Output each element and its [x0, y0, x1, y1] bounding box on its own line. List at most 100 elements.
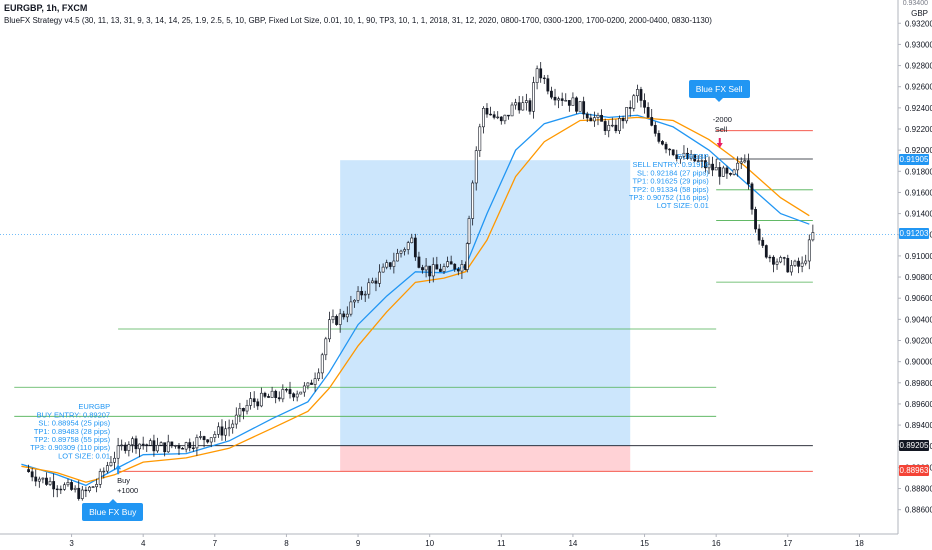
candle: [206, 439, 210, 444]
candle-body: [410, 237, 414, 243]
candle: [227, 419, 231, 437]
candle: [285, 387, 288, 393]
candle: [249, 392, 253, 410]
candle-body: [711, 163, 714, 171]
candle: [138, 443, 141, 458]
candle-body: [238, 407, 242, 416]
candle-body: [335, 316, 338, 325]
candle: [335, 314, 338, 326]
y-tick-label: 0.91400: [905, 210, 932, 219]
candle: [474, 146, 478, 191]
candle-body: [302, 385, 306, 393]
candle: [567, 100, 571, 112]
candle: [775, 258, 779, 270]
candle-body: [95, 484, 99, 488]
candle-body: [453, 263, 457, 270]
candle-body: [392, 260, 396, 267]
blue-fx-sell-callout[interactable]: Blue FX Sell: [688, 80, 750, 103]
candle: [517, 95, 521, 114]
candle: [259, 387, 263, 408]
profit-zone: [340, 160, 631, 446]
price-tag: 0.91905: [899, 154, 929, 166]
candle: [356, 286, 360, 304]
x-tick-label: 18: [855, 539, 864, 548]
candle-body: [277, 397, 281, 400]
sell-info-line: TP2: 0.91334 (58 pips): [632, 185, 709, 194]
candle: [360, 286, 364, 300]
loss-zone: [340, 445, 631, 472]
candle: [37, 476, 41, 488]
candle: [48, 477, 52, 486]
candle: [267, 393, 270, 398]
candle-body: [750, 183, 754, 210]
candle: [399, 249, 403, 258]
candle: [678, 155, 682, 164]
y-tick-label: 0.91600: [905, 188, 932, 197]
candle-body: [514, 102, 518, 106]
candle-body: [682, 152, 686, 157]
candle: [550, 86, 553, 100]
candle: [413, 233, 417, 261]
candle-body: [449, 261, 453, 265]
candle: [220, 419, 224, 441]
candle-body: [657, 133, 661, 142]
candle: [664, 141, 668, 154]
candle-body: [263, 392, 267, 397]
candle-body: [764, 245, 768, 258]
candle-body: [270, 390, 274, 398]
candle: [45, 472, 48, 486]
candle-body: [564, 100, 568, 102]
candle: [370, 277, 374, 284]
candle-body: [793, 260, 797, 266]
candle-body: [370, 280, 374, 284]
candle-body: [421, 267, 424, 271]
candle-body: [338, 313, 342, 325]
candle: [263, 391, 267, 399]
candle-body: [456, 268, 460, 272]
candle-body: [635, 89, 639, 97]
candle-body: [141, 443, 145, 446]
candle-body: [227, 427, 231, 430]
candle-body: [653, 125, 657, 134]
candle: [535, 65, 539, 90]
candle: [378, 264, 381, 288]
candle: [625, 107, 629, 124]
candle-body: [331, 316, 335, 321]
candle-body: [800, 262, 804, 267]
candle-body: [439, 268, 442, 272]
candle-body: [306, 382, 310, 387]
candle: [668, 148, 672, 156]
candle-body: [492, 114, 496, 118]
candle: [288, 381, 292, 399]
candle-body: [256, 401, 260, 407]
x-tick-label: 8: [284, 539, 289, 548]
candle: [718, 161, 722, 185]
blue-fx-buy-callout[interactable]: Blue FX Buy: [82, 499, 144, 522]
candle-body: [417, 256, 421, 268]
candle: [367, 278, 371, 299]
strategy-legend: BlueFX Strategy v4.5 (30, 11, 13, 31, 9,…: [4, 16, 712, 25]
candle: [725, 165, 729, 179]
candle-body: [718, 167, 722, 177]
candle-body: [610, 124, 614, 127]
top-price-tick: 0.93400: [902, 0, 928, 7]
y-tick-label: 0.89600: [905, 400, 932, 409]
candle-body: [600, 114, 603, 122]
candle: [417, 251, 421, 269]
candle: [503, 114, 507, 125]
candle: [396, 248, 399, 262]
candle: [661, 139, 664, 146]
candle: [281, 384, 285, 403]
buy-info-line: BUY ENTRY: 0.89207: [37, 410, 111, 419]
sell-info-line: EURGBP: [677, 152, 709, 161]
candle: [116, 437, 120, 466]
candle-body: [123, 444, 127, 451]
candle-body: [743, 160, 747, 163]
candle-body: [245, 405, 249, 412]
candle: [700, 154, 704, 169]
y-tick-label: 0.92000: [905, 146, 932, 155]
candle: [388, 262, 392, 270]
x-tick-label: 11: [497, 539, 506, 548]
